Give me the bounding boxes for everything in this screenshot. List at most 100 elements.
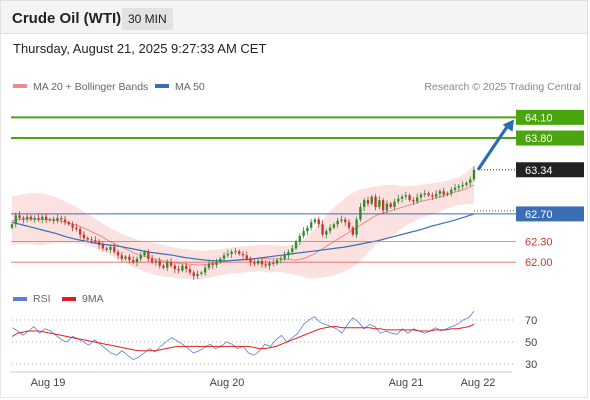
candle-body	[457, 186, 461, 188]
interval-button[interactable]: 30 MIN	[122, 8, 173, 30]
candle-body	[196, 273, 199, 276]
candle-body	[419, 194, 423, 198]
price-tag-63.80	[516, 130, 584, 146]
candle-body	[154, 260, 158, 263]
candle-body	[143, 251, 146, 256]
candle-body	[173, 265, 177, 270]
candle-body	[177, 269, 180, 271]
legend-swatch-9ma	[62, 297, 76, 301]
candle-body	[253, 262, 256, 264]
candle-body	[105, 248, 108, 250]
candle-body	[378, 200, 381, 208]
candle-body	[158, 260, 161, 266]
candle-body	[332, 224, 336, 228]
candle-body	[147, 251, 150, 259]
candle-body	[200, 272, 203, 274]
candle-body	[215, 262, 218, 265]
candle-body	[90, 239, 93, 241]
candle-body	[188, 269, 192, 273]
candle-body	[41, 216, 44, 220]
x-tick-label: Aug 21	[389, 377, 424, 389]
candle-body	[317, 219, 320, 225]
candle-body	[116, 251, 120, 256]
candle-body	[302, 231, 305, 236]
price-label-62.00: 62.00	[525, 257, 553, 269]
candle-body	[82, 234, 86, 239]
price-label-63.80: 63.80	[525, 133, 553, 145]
candle-body	[427, 193, 430, 196]
candle-body	[234, 251, 237, 253]
candle-body	[328, 227, 332, 232]
candle-body	[113, 247, 116, 252]
candle-body	[219, 258, 222, 263]
candle-body	[67, 222, 70, 225]
rsi-tick-70: 70	[525, 315, 537, 327]
candle-body	[71, 224, 74, 228]
candle-body	[336, 220, 339, 225]
candle-body	[120, 255, 123, 259]
candle-body	[185, 265, 188, 270]
price-tag-62.70	[516, 206, 584, 222]
forecast-arrow-head	[502, 119, 514, 132]
candle-body	[408, 195, 411, 201]
instrument-title: Crude Oil (WTI)	[12, 10, 122, 27]
price-label-64.10: 64.10	[525, 112, 553, 124]
candle-body	[238, 251, 241, 254]
candle-body	[404, 195, 408, 197]
price-label-62.70: 62.70	[525, 209, 553, 221]
candle-body	[321, 224, 324, 235]
candle-body	[78, 229, 82, 235]
candle-body	[446, 193, 449, 195]
candle-body	[370, 196, 373, 204]
candle-body	[291, 248, 294, 252]
candle-body	[442, 191, 445, 195]
candle-body	[393, 201, 396, 208]
candle-body	[56, 218, 59, 221]
forecast-arrow	[476, 124, 510, 171]
candle-body	[275, 260, 279, 264]
candle-body	[309, 222, 313, 228]
candle-body	[86, 238, 89, 240]
candle-body	[279, 258, 283, 261]
candle-body	[139, 255, 142, 259]
candle-body	[461, 184, 464, 187]
candle-body	[203, 267, 207, 273]
candle-body	[260, 260, 264, 265]
candle-body	[325, 231, 328, 235]
rsi-tick-30: 30	[525, 359, 537, 371]
candle-body	[434, 193, 438, 197]
candle-body	[256, 260, 260, 264]
candle-body	[63, 219, 67, 223]
candle-body	[10, 224, 14, 228]
candle-body	[124, 256, 127, 259]
price-label-63.34: 63.34	[525, 165, 553, 177]
x-tick-label: Aug 22	[461, 377, 496, 389]
bollinger-band-area	[12, 165, 474, 280]
candle-body	[438, 191, 442, 194]
candle-body	[340, 219, 343, 221]
candle-body	[363, 200, 366, 208]
legend-swatch-rsi	[13, 297, 27, 301]
candle-body	[18, 215, 21, 219]
price-label-62.30: 62.30	[525, 237, 553, 249]
candle-body	[169, 262, 173, 266]
candle-body	[298, 235, 301, 242]
candle-body	[211, 263, 214, 265]
candle-body	[389, 203, 392, 208]
candle-body	[294, 241, 298, 249]
candle-body	[33, 218, 36, 220]
candle-body	[381, 200, 385, 211]
candle-body	[135, 258, 139, 263]
price-tag-63.34	[516, 162, 584, 178]
candle-body	[230, 251, 233, 254]
candle-body	[313, 219, 317, 223]
candle-body	[264, 264, 267, 266]
candle-body	[472, 169, 476, 180]
legend-swatch-ma50	[155, 84, 169, 88]
candle-body	[283, 255, 286, 259]
candle-body	[412, 200, 415, 202]
candle-body	[22, 218, 25, 220]
candle-body	[25, 216, 29, 220]
rsi-series-rsi	[11, 310, 475, 361]
